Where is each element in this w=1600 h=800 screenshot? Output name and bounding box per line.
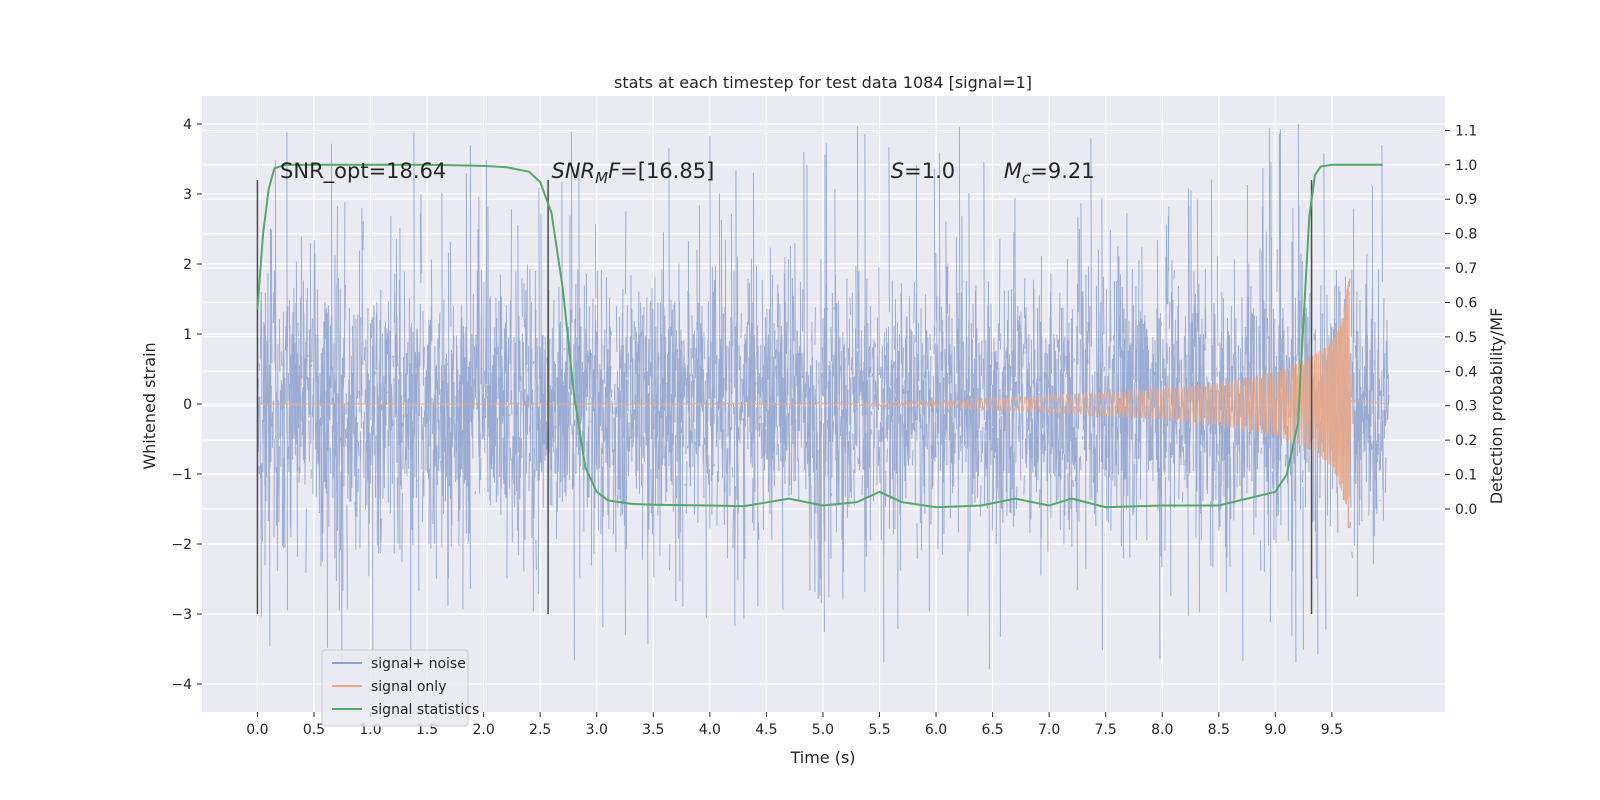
x-tick-label: 7.5	[1095, 722, 1117, 738]
y2-tick-label: 0.9	[1455, 192, 1477, 208]
annotation-text: Mc=9.21	[1004, 159, 1095, 187]
legend-label-signal-statistics: signal statistics	[371, 702, 479, 718]
legend-label-signal-noise: signal+ noise	[371, 656, 466, 672]
y-tick-label: −3	[171, 607, 192, 623]
annotation-text: S=1.0	[891, 159, 955, 183]
y-axis-ticks: −4 −3 −2 −1 0 1 2 3 4	[171, 117, 202, 693]
y2-axis-label: Detection probability/MF	[1487, 308, 1506, 505]
x-axis-ticks: 0.0 0.5 1.0 1.5 2.0 2.5 3.0 3.5 4.0 4.5 5.0 5.5 6.0 6…	[246, 712, 1343, 738]
y-tick-label: 2	[183, 257, 192, 273]
x-tick-label: 5.0	[812, 722, 834, 738]
x-tick-label: 6.0	[925, 722, 947, 738]
annotation-part: c	[1022, 169, 1031, 187]
y-tick-label: −1	[171, 467, 192, 483]
y-tick-label: −4	[171, 677, 192, 693]
annotation-text: SNR_opt=18.64	[280, 159, 446, 184]
y2-tick-label: 0.0	[1455, 502, 1477, 518]
x-tick-label: 3.5	[642, 722, 664, 738]
annotation-part: SNR_opt=18.64	[280, 159, 446, 184]
y-tick-label: 3	[183, 187, 192, 203]
x-tick-label: 6.5	[981, 722, 1003, 738]
annotation-part: S	[891, 159, 904, 183]
y2-tick-label: 0.6	[1455, 295, 1477, 311]
x-tick-label: 4.0	[699, 722, 721, 738]
y2-tick-label: 0.3	[1455, 399, 1477, 415]
y2-tick-label: 0.5	[1455, 330, 1477, 346]
y2-tick-label: 1.0	[1455, 158, 1477, 174]
annotation-part: =[16.85]	[620, 159, 714, 183]
x-tick-label: 5.5	[868, 722, 890, 738]
y2-tick-label: 0.2	[1455, 433, 1477, 449]
annotation-part: =1.0	[904, 159, 955, 183]
y2-tick-label: 1.1	[1455, 123, 1477, 139]
x-axis-label: Time (s)	[789, 748, 855, 767]
y-tick-label: −2	[171, 537, 192, 553]
x-tick-label: 3.0	[586, 722, 608, 738]
signal-statistics-line	[256, 163, 1383, 509]
y2-tick-label: 0.7	[1455, 261, 1477, 277]
series-signal-statistics	[256, 163, 1383, 509]
y2-tick-label: 0.1	[1455, 468, 1477, 484]
x-tick-label: 9.5	[1321, 722, 1343, 738]
annotation-part: F	[608, 159, 621, 183]
series-signal-only	[257, 281, 1389, 529]
annotations: SNR_opt=18.64 SNRMF=[16.85] S=1.0 Mc=9.21	[280, 159, 1095, 187]
x-tick-label: 0.0	[246, 722, 268, 738]
y-tick-label: 1	[183, 327, 192, 343]
x-tick-label: 4.5	[755, 722, 777, 738]
legend-label-signal-only: signal only	[371, 679, 446, 695]
vertical-markers	[256, 180, 1313, 614]
y2-tick-label: 0.4	[1455, 364, 1477, 380]
y-tick-label: 4	[183, 117, 192, 133]
x-tick-label: 9.0	[1264, 722, 1286, 738]
y-tick-label: 0	[183, 397, 192, 413]
x-tick-label: 2.0	[472, 722, 494, 738]
x-tick-label: 0.5	[303, 722, 325, 738]
y2-axis-ticks: 0.0 0.1 0.2 0.3 0.4 0.5 0.6 0.7 0.8 0.9 1.0 1.1	[1445, 123, 1477, 518]
legend: signal+ noise signal only signal statist…	[321, 649, 479, 727]
annotation-text: SNRMF=[16.85]	[551, 159, 714, 187]
legend-box	[321, 649, 469, 727]
chart-title: stats at each timestep for test data 108…	[614, 73, 1032, 92]
x-tick-label: 8.5	[1208, 722, 1230, 738]
annotation-part: SNR	[551, 159, 595, 183]
x-tick-label: 2.5	[529, 722, 551, 738]
signal-only-line	[257, 281, 1389, 529]
y2-tick-label: 0.8	[1455, 227, 1477, 243]
y-axis-label: Whitened strain	[140, 342, 159, 469]
annotation-part: M	[1004, 159, 1022, 183]
annotation-part: =9.21	[1030, 159, 1094, 183]
x-tick-label: 7.0	[1038, 722, 1060, 738]
x-tick-label: 8.0	[1151, 722, 1173, 738]
annotation-part: M	[595, 169, 608, 187]
